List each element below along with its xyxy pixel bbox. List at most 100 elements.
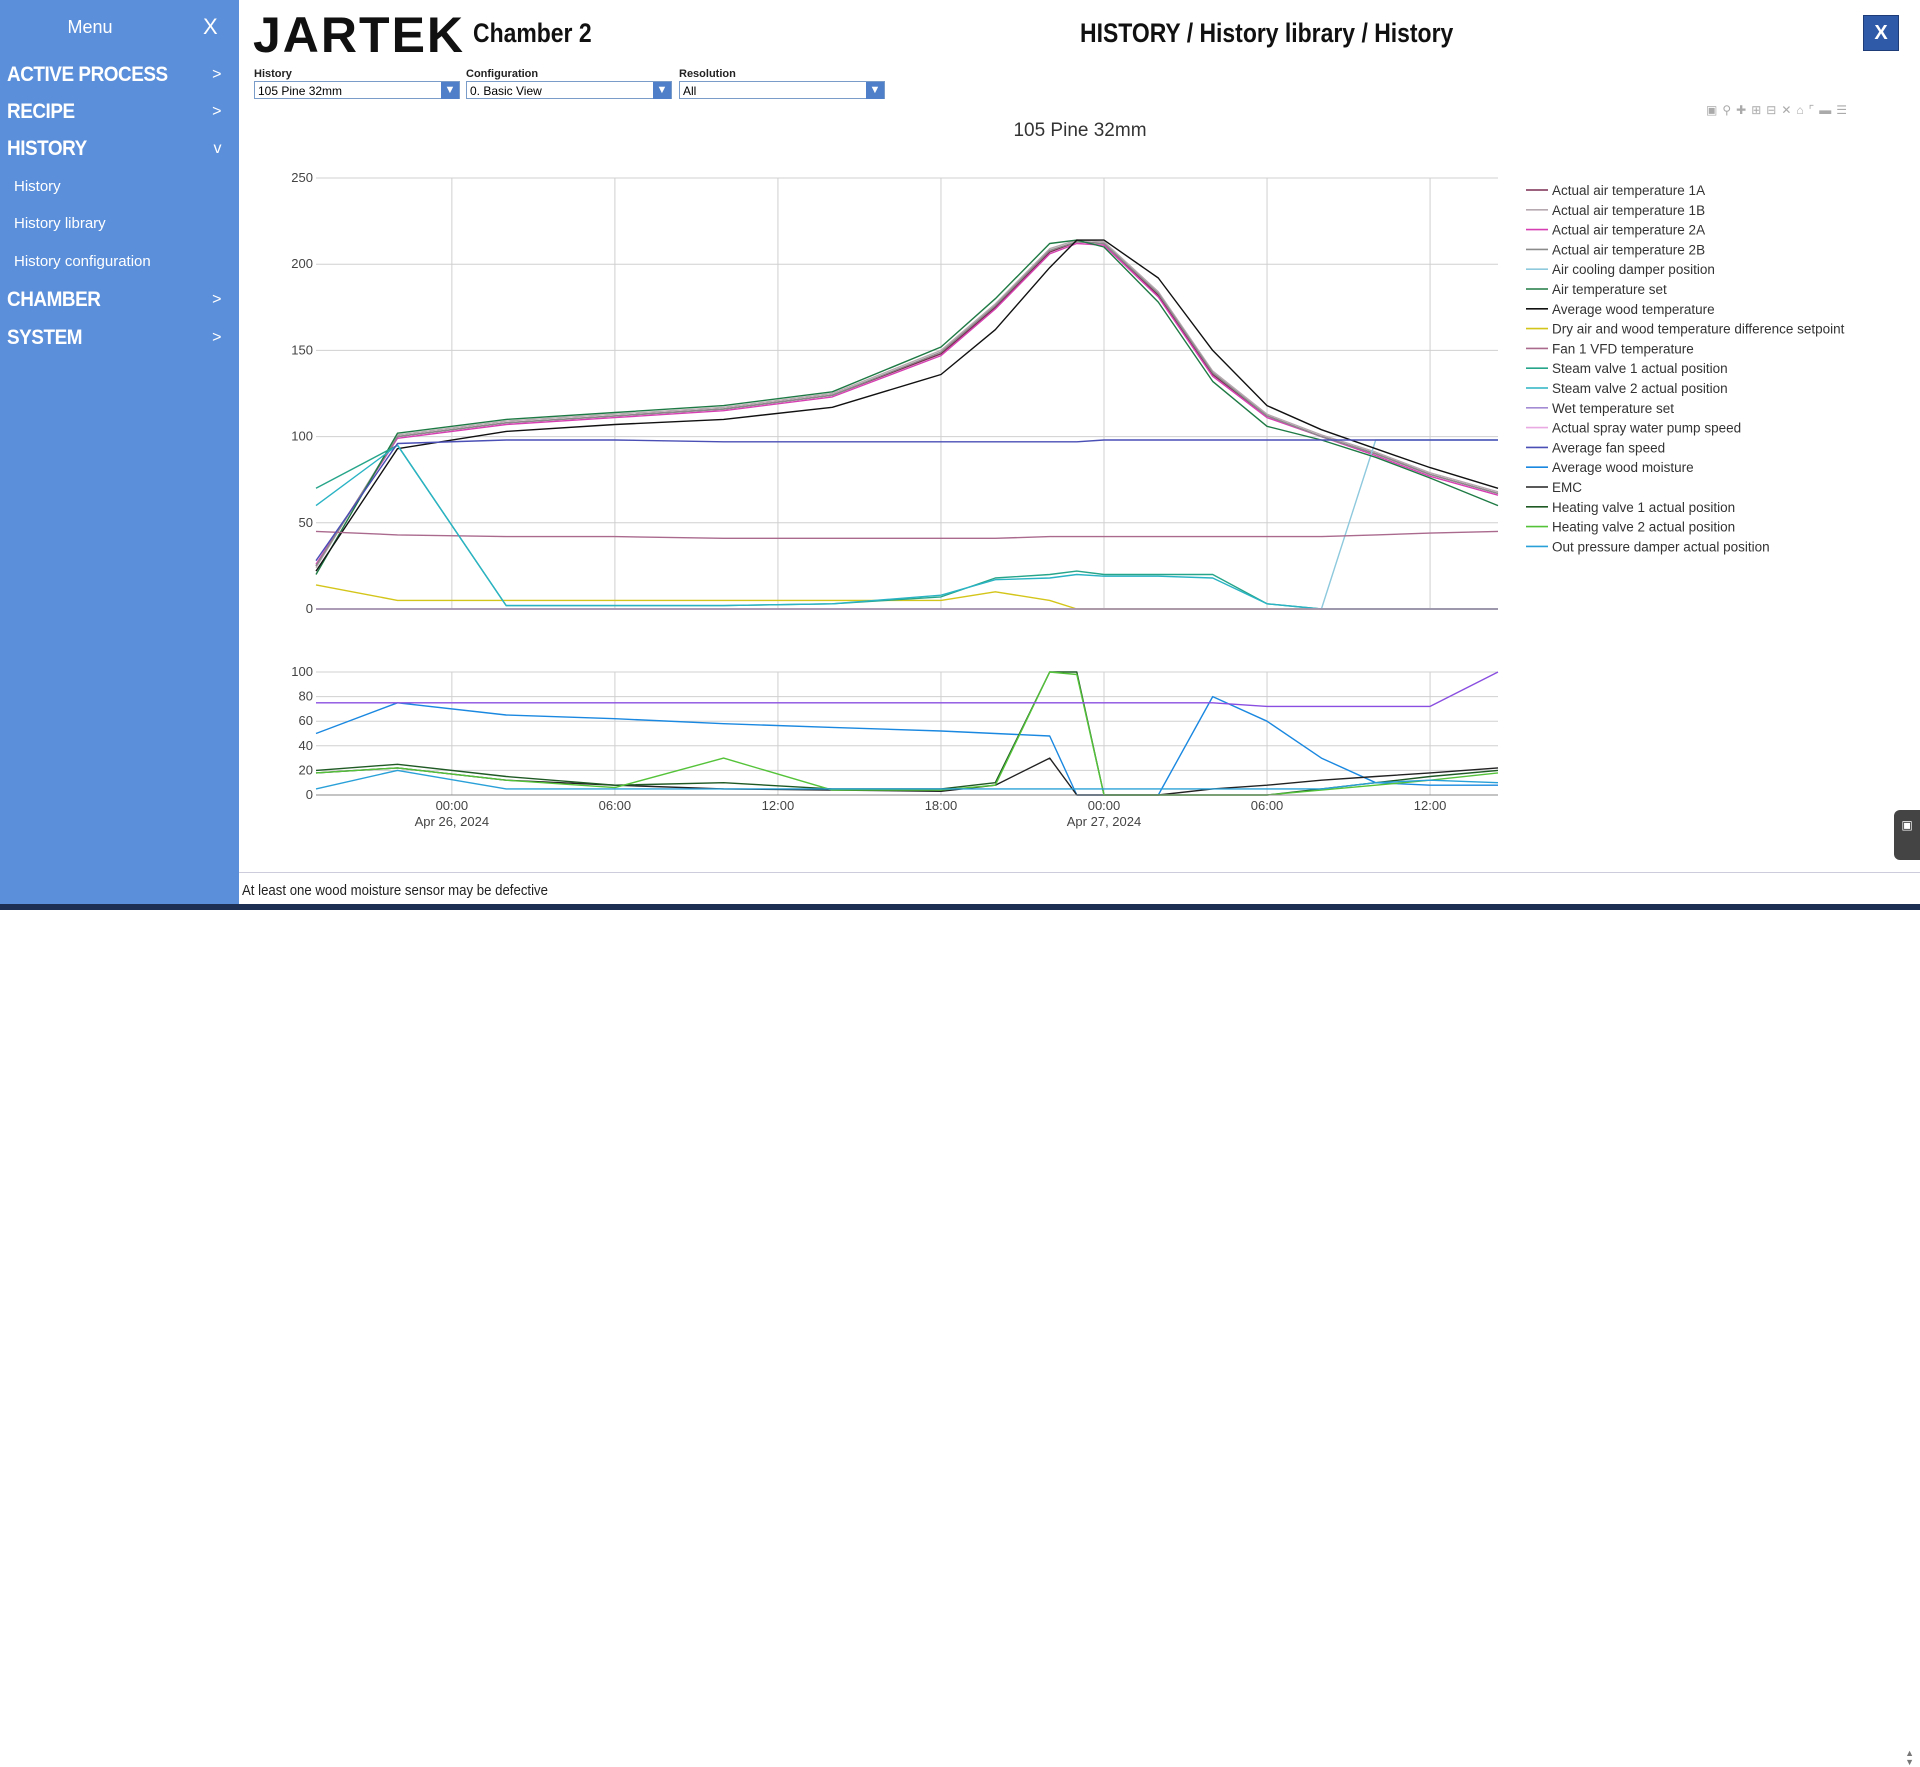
chevron-right-icon: >: [212, 103, 221, 120]
legend-label: Dry air and wood temperature difference …: [1552, 322, 1845, 337]
series-line[interactable]: [316, 671, 1499, 708]
y-tick-label: 40: [299, 738, 313, 753]
series-line[interactable]: [315, 241, 1499, 567]
y-tick-label: 50: [299, 515, 313, 530]
chevron-right-icon: >: [212, 291, 221, 308]
camera-icon[interactable]: ▣: [1706, 103, 1723, 117]
chevron-right-icon: >: [212, 66, 221, 83]
legend-item[interactable]: Actual air temperature 2B: [1526, 242, 1705, 257]
series-line[interactable]: [316, 439, 1498, 610]
series-line[interactable]: [315, 769, 1499, 790]
history-select[interactable]: 105 Pine 32mm ▼: [254, 81, 460, 99]
logo: JARTEK: [253, 7, 466, 63]
sidebar: Menu X ACTIVE PROCESS > RECIPE > HISTORY…: [0, 0, 239, 910]
zoom-icon[interactable]: ⚲: [1722, 103, 1737, 117]
legend-label: Actual air temperature 2A: [1552, 223, 1705, 238]
sidebar-item-chamber[interactable]: CHAMBER >: [7, 285, 225, 315]
legend-item[interactable]: Average wood temperature: [1526, 302, 1715, 317]
sidebar-item-label: CHAMBER: [7, 288, 101, 311]
configuration-select[interactable]: 0. Basic View ▼: [466, 81, 672, 99]
legend-item[interactable]: Dry air and wood temperature difference …: [1526, 322, 1845, 337]
reset-axes-icon[interactable]: ⌂: [1796, 103, 1809, 117]
legend-item[interactable]: EMC: [1526, 480, 1582, 495]
legend-label: Air temperature set: [1552, 282, 1667, 297]
sidebar-item-history[interactable]: HISTORY v: [7, 134, 225, 164]
chevron-down-icon: ▼: [653, 82, 671, 99]
spike-lines-icon[interactable]: ⌜: [1808, 103, 1820, 117]
legend-label: Average fan speed: [1552, 440, 1665, 455]
y-tick-label: 150: [291, 342, 313, 357]
y-tick-label: 200: [291, 256, 313, 271]
legend-item[interactable]: Actual spray water pump speed: [1526, 421, 1741, 436]
x-tick-label: 12:00: [1414, 798, 1447, 813]
resolution-select-label: Resolution: [679, 68, 736, 80]
resolution-select-group: Resolution All ▼: [679, 68, 885, 99]
legend-item[interactable]: Steam valve 2 actual position: [1526, 381, 1728, 396]
pan-icon[interactable]: ✚: [1736, 103, 1752, 117]
sidebar-subitem-history-configuration[interactable]: History configuration: [14, 253, 151, 270]
chamber-title: Chamber 2: [473, 18, 592, 48]
zoom-in-icon[interactable]: ⊞: [1751, 103, 1767, 117]
series-line[interactable]: [315, 239, 1499, 575]
legend-label: Heating valve 2 actual position: [1552, 520, 1735, 535]
series-line[interactable]: [315, 671, 1499, 796]
legend-label: Steam valve 2 actual position: [1552, 381, 1728, 396]
legend-item[interactable]: Actual air temperature 1A: [1526, 183, 1705, 198]
sidebar-item-recipe[interactable]: RECIPE >: [7, 97, 225, 127]
legend-item[interactable]: Heating valve 1 actual position: [1526, 500, 1735, 515]
legend-label: Actual air temperature 1B: [1552, 203, 1705, 218]
bottom-strip: [0, 904, 1920, 910]
series-line[interactable]: [315, 239, 1499, 568]
series-line[interactable]: [315, 444, 1498, 610]
series-line[interactable]: [315, 239, 1499, 572]
close-button[interactable]: X: [1863, 15, 1899, 51]
autoscale-icon[interactable]: ✕: [1781, 103, 1797, 117]
menu-close-button[interactable]: X: [203, 14, 218, 39]
legend-label: EMC: [1552, 480, 1582, 495]
legend-item[interactable]: Fan 1 VFD temperature: [1526, 341, 1694, 356]
series-line[interactable]: [315, 242, 1499, 565]
hover-closest-icon[interactable]: ▬: [1819, 103, 1837, 117]
series-line[interactable]: [315, 584, 1498, 610]
legend-label: Steam valve 1 actual position: [1552, 361, 1728, 376]
sidebar-item-system[interactable]: SYSTEM >: [7, 323, 225, 353]
sidebar-subitem-history-library[interactable]: History library: [14, 215, 106, 232]
legend-item[interactable]: Actual air temperature 1B: [1526, 203, 1705, 218]
series-line[interactable]: [315, 671, 1499, 796]
legend-label: Heating valve 1 actual position: [1552, 500, 1735, 515]
series-line[interactable]: [315, 241, 1499, 567]
legend-item[interactable]: Average fan speed: [1526, 440, 1665, 455]
legend-item[interactable]: Average wood moisture: [1526, 460, 1694, 475]
x-tick-label: 06:00: [599, 798, 632, 813]
side-tab-toggle[interactable]: ▣: [1894, 810, 1920, 860]
legend-item[interactable]: Actual air temperature 2A: [1526, 223, 1705, 238]
sidebar-item-label: HISTORY: [7, 137, 87, 160]
chevron-down-icon: ▼: [441, 82, 459, 99]
scroll-arrows-icon[interactable]: ▲ ▼: [1905, 1748, 1914, 1767]
series-line[interactable]: [315, 439, 1498, 562]
sidebar-item-active-process[interactable]: ACTIVE PROCESS >: [7, 60, 225, 90]
series-line[interactable]: [315, 530, 1499, 539]
hover-compare-icon[interactable]: ☰: [1836, 103, 1853, 117]
series-line[interactable]: [315, 695, 1498, 796]
legend-item[interactable]: Air cooling damper position: [1526, 262, 1715, 277]
configuration-select-label: Configuration: [466, 68, 539, 80]
sidebar-subitem-history[interactable]: History: [14, 178, 61, 195]
x-tick-label: 00:00: [1088, 798, 1121, 813]
breadcrumb: HISTORY / History library / History: [1080, 18, 1454, 48]
legend-item[interactable]: Heating valve 2 actual position: [1526, 520, 1735, 535]
y-tick-label: 0: [306, 601, 313, 616]
sidebar-item-label: RECIPE: [7, 100, 75, 123]
legend-item[interactable]: Air temperature set: [1526, 282, 1667, 297]
y-tick-label: 20: [299, 762, 313, 777]
legend-item[interactable]: Wet temperature set: [1526, 401, 1674, 416]
legend-item[interactable]: Out pressure damper actual position: [1526, 539, 1770, 554]
y-tick-label: 0: [306, 787, 313, 802]
legend-item[interactable]: Steam valve 1 actual position: [1526, 361, 1728, 376]
series-line[interactable]: [315, 444, 1498, 610]
sidebar-item-label: SYSTEM: [7, 326, 83, 349]
history-select-group: History 105 Pine 32mm ▼: [254, 68, 460, 99]
zoom-out-icon[interactable]: ⊟: [1766, 103, 1782, 117]
resolution-select[interactable]: All ▼: [679, 81, 885, 99]
